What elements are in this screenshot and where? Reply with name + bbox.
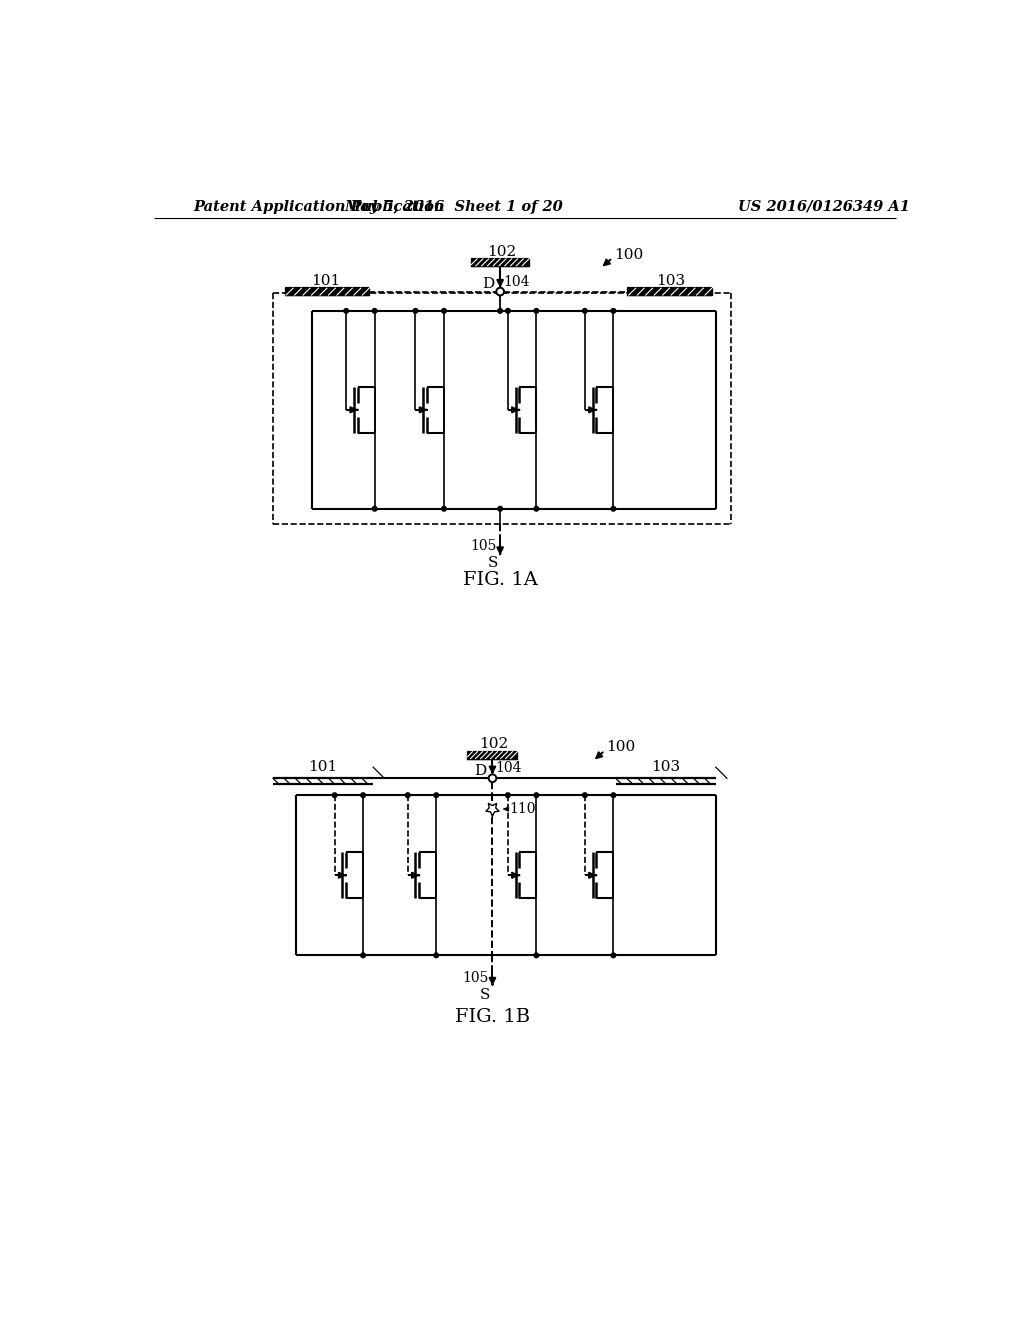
Circle shape [611,793,615,797]
Text: FIG. 1A: FIG. 1A [463,570,538,589]
Text: 103: 103 [651,760,680,775]
Circle shape [535,507,539,511]
Circle shape [506,793,510,797]
Circle shape [583,793,587,797]
Text: FIG. 1B: FIG. 1B [455,1008,530,1026]
Circle shape [360,793,366,797]
Text: 104: 104 [503,275,529,289]
Circle shape [498,507,503,511]
Text: 100: 100 [614,248,643,261]
Circle shape [373,507,377,511]
Circle shape [535,953,539,958]
Circle shape [441,309,446,313]
Circle shape [506,309,510,313]
Circle shape [488,775,497,781]
Text: D: D [481,277,494,290]
Text: D: D [474,763,486,777]
Circle shape [413,309,418,313]
Circle shape [497,288,504,296]
Text: 110: 110 [509,803,536,816]
Circle shape [535,793,539,797]
Text: May 5, 2016  Sheet 1 of 20: May 5, 2016 Sheet 1 of 20 [345,199,563,214]
Circle shape [535,309,539,313]
Circle shape [611,507,615,511]
Circle shape [434,953,438,958]
Text: 105: 105 [462,970,488,985]
Circle shape [333,793,337,797]
Text: 102: 102 [479,738,509,751]
Text: 101: 101 [310,273,340,288]
Circle shape [434,793,438,797]
Circle shape [611,953,615,958]
Circle shape [373,309,377,313]
Circle shape [406,793,410,797]
Text: 102: 102 [487,244,516,259]
Circle shape [344,309,348,313]
Circle shape [583,309,587,313]
Text: US 2016/0126349 A1: US 2016/0126349 A1 [737,199,909,214]
Circle shape [360,953,366,958]
Text: 105: 105 [470,540,497,553]
Text: 101: 101 [308,760,338,775]
Circle shape [611,309,615,313]
Text: 104: 104 [496,762,522,775]
Text: Patent Application Publication: Patent Application Publication [194,199,445,214]
Text: 100: 100 [606,741,636,755]
Circle shape [441,507,446,511]
Text: S: S [480,987,490,1002]
Text: S: S [487,556,498,570]
Circle shape [498,309,503,313]
Text: 103: 103 [656,273,686,288]
